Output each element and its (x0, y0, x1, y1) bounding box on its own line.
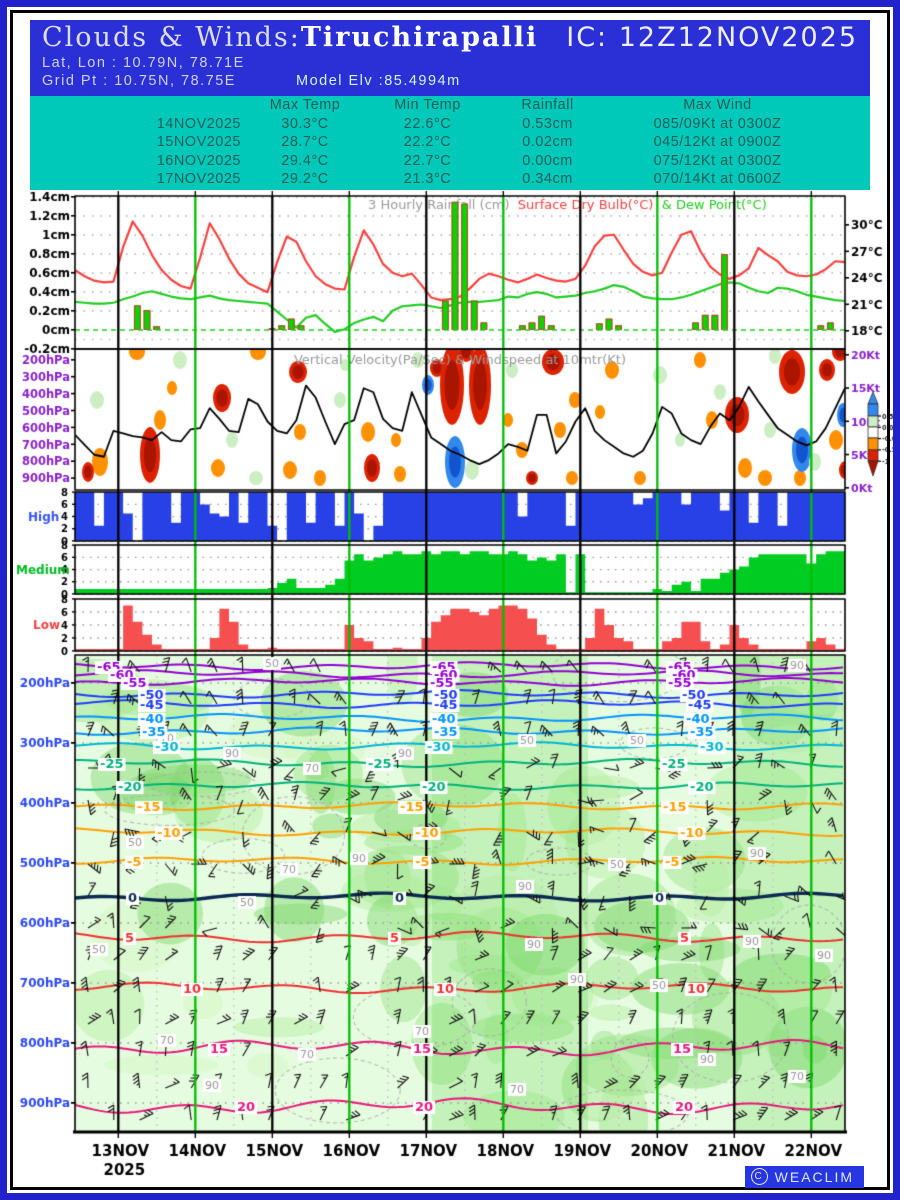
row-max-temp: 29.2°C (281, 171, 329, 187)
badge-name: WEACLIM (774, 1168, 854, 1185)
weaclim-badge: C WEACLIM (744, 1166, 864, 1188)
col-max-temp: Max Temp (269, 97, 341, 113)
table-header-row: Max Temp Min Temp Rainfall Max Wind (30, 96, 870, 115)
row-min-temp: 21.3°C (403, 171, 452, 187)
latlon-line: Lat, Lon : 10.79N, 78.71E (42, 55, 245, 71)
copyright-icon: C (750, 1168, 768, 1185)
row-date: 15NOV2025 (156, 134, 241, 150)
row-rainfall: 0.53cm (522, 115, 573, 132)
row-max-wind: 075/12Kt at 0300Z (653, 152, 782, 169)
forecast-summary-table: Max Temp Min Temp Rainfall Max Wind 14NO… (30, 96, 870, 190)
title-prefix: Clouds & Winds: (42, 22, 301, 53)
gridpt-value: Grid Pt : 10.75N, 78.75E (42, 73, 236, 89)
init-condition: IC: 12Z12NOV2025 (566, 22, 859, 53)
row-min-temp: 22.6°C (403, 115, 452, 132)
row-date: 17NOV2025 (156, 171, 241, 187)
row-max-temp: 29.4°C (281, 152, 329, 169)
table-row: 16NOV2025 29.4°C 22.7°C 0.00cm 075/12Kt … (30, 152, 870, 171)
table-row: 14NOV2025 30.3°C 22.6°C 0.53cm 085/09Kt … (30, 115, 870, 134)
table-row: 15NOV2025 28.7°C 22.2°C 0.02cm 045/12Kt … (30, 133, 870, 152)
table-row: 17NOV2025 29.2°C 21.3°C 0.34cm 070/14Kt … (30, 170, 870, 189)
row-max-wind: 085/09Kt at 0300Z (653, 115, 782, 132)
row-date: 14NOV2025 (156, 115, 241, 132)
model-elev: Model Elv :85.4994m (295, 73, 461, 89)
row-max-temp: 30.3°C (281, 115, 329, 132)
station-name: Tiruchirapalli (300, 22, 539, 53)
row-rainfall: 0.02cm (522, 134, 573, 150)
col-rainfall: Rainfall (521, 97, 574, 113)
col-min-temp: Min Temp (394, 97, 461, 113)
table-body: 14NOV2025 30.3°C 22.6°C 0.53cm 085/09Kt … (30, 115, 870, 189)
row-rainfall: 0.00cm (522, 152, 573, 169)
chart-title: Clouds & Winds:Tiruchirapalli IC: 12Z12NO… (42, 22, 870, 53)
row-date: 16NOV2025 (156, 152, 241, 169)
gridpt-line: Grid Pt : 10.75N, 78.75E Model Elv :85.49… (42, 73, 870, 89)
row-max-wind: 045/12Kt at 0900Z (653, 134, 782, 150)
row-min-temp: 22.2°C (403, 134, 452, 150)
row-min-temp: 22.7°C (403, 152, 452, 169)
row-max-temp: 28.7°C (281, 134, 329, 150)
row-max-wind: 070/14Kt at 0600Z (653, 171, 782, 187)
row-rainfall: 0.34cm (522, 171, 573, 187)
col-max-wind: Max Wind (683, 97, 752, 113)
header-banner: Clouds & Winds:Tiruchirapalli IC: 12Z12NO… (30, 20, 870, 96)
